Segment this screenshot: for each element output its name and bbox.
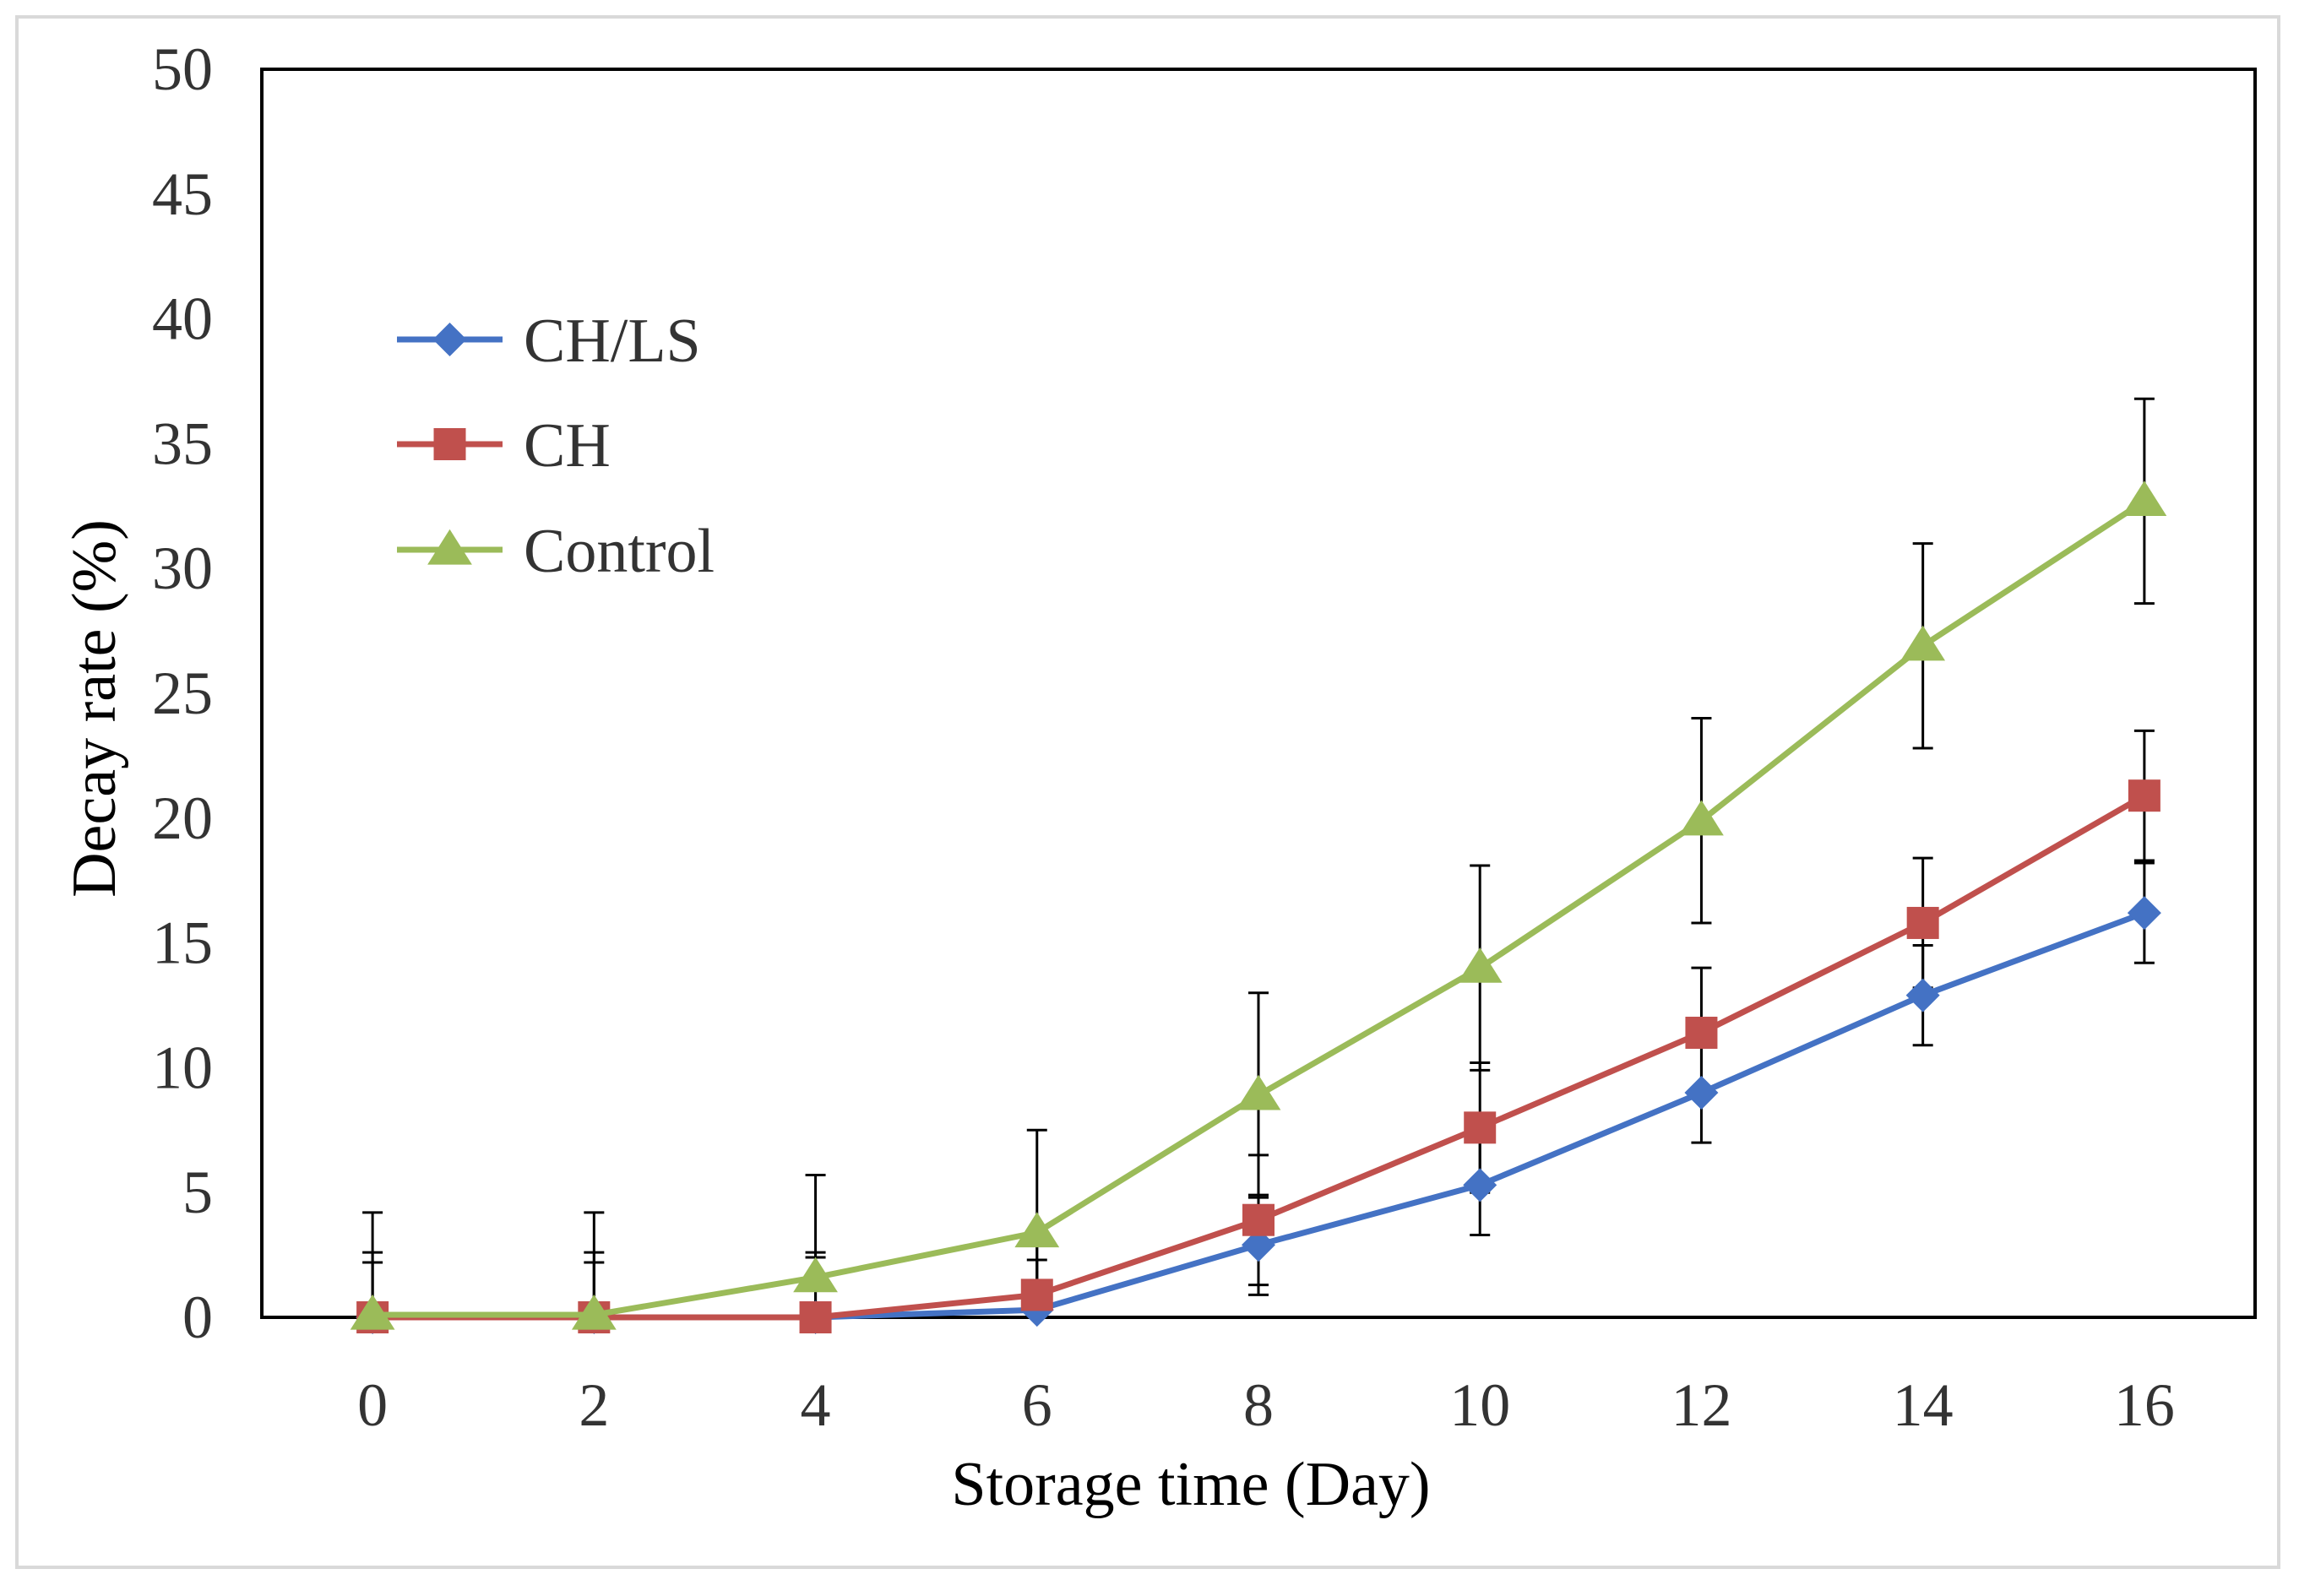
y-axis-title: Decay rate (%) [60,519,129,898]
data-point-ch [1685,1017,1718,1050]
data-point-ch [1242,1203,1275,1236]
x-axis-title: Storage time (Day) [951,1450,1430,1519]
x-tick-label: 8 [1243,1371,1274,1439]
data-point-ch-ls [2127,896,2161,931]
data-point-ch-ls [1242,1228,1275,1262]
data-point-ch-ls [1463,1168,1497,1202]
x-tick-label: 4 [801,1371,831,1439]
y-tick-label: 35 [152,410,213,477]
data-point-control [1236,1074,1281,1110]
y-tick-label: 45 [152,160,213,228]
legend-label-ch-ls: CH/LS [524,307,701,376]
chart-frame [15,15,2280,1569]
data-point-ch [799,1301,832,1333]
data-point-control [1457,947,1503,983]
y-tick-label: 15 [152,909,213,977]
data-point-ch-ls [1905,978,1940,1012]
x-tick-label: 10 [1449,1371,1510,1439]
x-tick-label: 2 [579,1371,609,1439]
y-tick-label: 50 [152,35,213,103]
y-tick-label: 0 [182,1284,213,1351]
legend-marker-control [427,529,472,565]
data-point-control [1679,800,1724,836]
x-tick-label: 14 [1893,1371,1954,1439]
legend-label-ch: CH [524,411,611,480]
data-point-ch [1464,1111,1497,1144]
y-tick-label: 10 [152,1034,213,1101]
x-tick-label: 0 [357,1371,388,1439]
data-point-control [1014,1212,1060,1248]
y-tick-label: 40 [152,285,213,353]
data-point-ch [2128,779,2160,812]
data-point-control [571,1294,617,1330]
data-point-ch-ls [1684,1075,1719,1110]
data-point-control [350,1294,395,1330]
data-point-control [1900,625,1946,661]
y-tick-label: 20 [152,784,213,852]
y-tick-label: 25 [152,660,213,727]
legend-marker-ch-ls [432,323,467,356]
x-tick-label: 16 [2114,1371,2175,1439]
legend-marker-ch [433,428,466,460]
y-tick-label: 30 [152,535,213,602]
data-point-ch [1906,906,1939,939]
data-point-ch [1020,1278,1053,1311]
data-point-control [793,1257,838,1293]
x-tick-label: 6 [1022,1371,1052,1439]
legend-label-control: Control [524,517,715,586]
data-point-control [2122,480,2167,516]
y-tick-label: 5 [182,1159,213,1226]
plot-area [260,68,2257,1319]
x-tick-label: 12 [1671,1371,1731,1439]
